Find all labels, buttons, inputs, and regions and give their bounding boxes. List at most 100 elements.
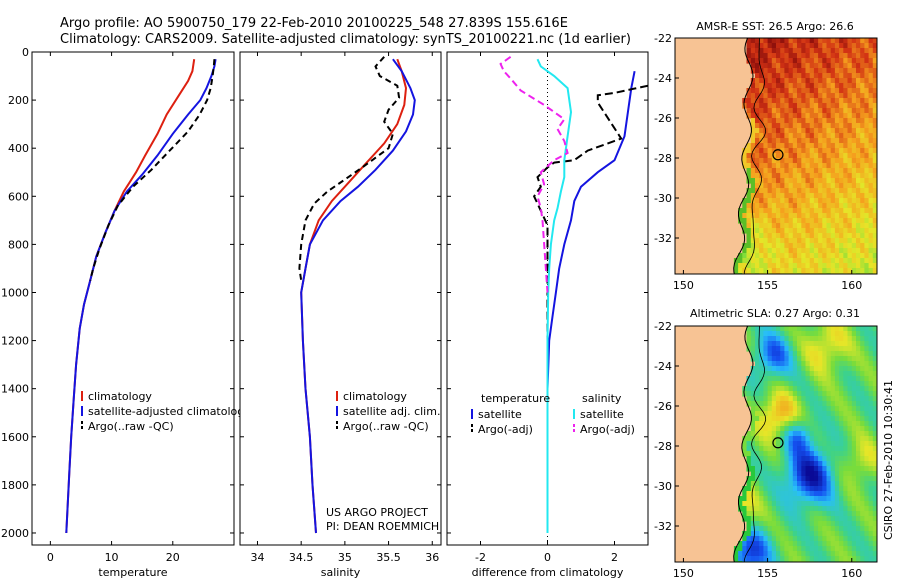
grid-cell [868, 351, 874, 357]
grid-cell [746, 108, 752, 114]
grid-cell [872, 83, 877, 89]
grid-cell [780, 556, 785, 562]
grid-cell [839, 536, 844, 542]
grid-cell [809, 371, 815, 377]
grid-cell [868, 491, 874, 497]
grid-cell [771, 213, 777, 219]
grid-cell [780, 208, 785, 214]
grid-cell [872, 113, 877, 119]
grid-cell [759, 93, 764, 99]
grid-cell [830, 531, 836, 537]
grid-cell [843, 476, 849, 482]
grid-cell [784, 163, 790, 169]
grid-cell [750, 471, 756, 477]
grid-cell [771, 476, 777, 482]
grid-cell [801, 531, 807, 537]
grid-cell [780, 496, 785, 502]
grid-cell [776, 531, 781, 537]
y-tick-label: 1600 [1, 431, 29, 444]
grid-cell [792, 133, 798, 139]
grid-cell [822, 98, 828, 104]
grid-cell [771, 58, 777, 64]
grid-cell [797, 158, 802, 164]
grid-cell [818, 391, 823, 397]
grid-cell [759, 133, 764, 139]
grid-cell [771, 521, 777, 527]
grid-cell [868, 108, 874, 114]
grid-cell [742, 441, 748, 447]
grid-cell [822, 371, 828, 377]
grid-cell [843, 38, 849, 44]
grid-cell [797, 376, 802, 382]
grid-cell [856, 193, 861, 199]
grid-cell [763, 73, 769, 79]
grid-cell [864, 336, 870, 342]
grid-cell [813, 546, 819, 552]
grid-cell [805, 521, 811, 527]
grid-cell [763, 501, 769, 507]
grid-cell [851, 406, 857, 412]
grid-cell [818, 476, 823, 482]
grid-cell [830, 481, 836, 487]
grid-cell [788, 456, 794, 462]
grid-cell [771, 481, 777, 487]
grid-cell [797, 38, 802, 44]
grid-cell [809, 183, 815, 189]
grid-cell [805, 83, 811, 89]
grid-cell [830, 461, 836, 467]
grid-cell [813, 371, 819, 377]
grid-cell [809, 148, 815, 154]
grid-cell [755, 356, 760, 362]
grid-cell [868, 551, 874, 557]
grid-cell [864, 218, 870, 224]
grid-cell [868, 78, 874, 84]
grid-cell [746, 98, 752, 104]
grid-cell [784, 526, 790, 532]
grid-cell [792, 426, 798, 432]
grid-cell [843, 43, 849, 49]
grid-cell [776, 481, 781, 487]
grid-cell [776, 436, 781, 442]
sst-map-panel: AMSR-E SST: 26.5 Argo: 26.6 150 155 160-22… [654, 20, 878, 292]
grid-cell [784, 361, 790, 367]
grid-cell [759, 118, 764, 124]
grid-cell [813, 366, 819, 372]
grid-cell [843, 541, 849, 547]
grid-cell [792, 88, 798, 94]
grid-cell [834, 78, 840, 84]
grid-cell [843, 173, 849, 179]
grid-cell [872, 471, 877, 477]
grid-cell [763, 396, 769, 402]
grid-cell [851, 198, 857, 204]
grid-cell [797, 228, 802, 234]
grid-cell [767, 88, 773, 94]
grid-cell [746, 43, 752, 49]
grid-cell [830, 496, 836, 502]
grid-cell [830, 431, 836, 437]
grid-cell [839, 546, 844, 552]
grid-cell [847, 506, 853, 512]
grid-cell [763, 143, 769, 149]
grid-cell [822, 421, 828, 427]
grid-cell [813, 486, 819, 492]
grid-cell [851, 351, 857, 357]
grid-cell [750, 431, 756, 437]
grid-cell [746, 203, 752, 209]
grid-cell [813, 238, 819, 244]
grid-cell [834, 546, 840, 552]
grid-cell [856, 223, 861, 229]
grid-cell [813, 511, 819, 517]
grid-cell [851, 98, 857, 104]
grid-cell [780, 521, 785, 527]
grid-cell [759, 446, 764, 452]
grid-cell [818, 366, 823, 372]
grid-cell [839, 351, 844, 357]
grid-cell [809, 48, 815, 54]
grid-cell [872, 183, 877, 189]
grid-cell [834, 268, 840, 274]
grid-cell [792, 63, 798, 69]
grid-cell [767, 148, 773, 154]
grid-cell [759, 541, 764, 547]
grid-cell [747, 566, 752, 572]
grid-cell [767, 451, 773, 457]
